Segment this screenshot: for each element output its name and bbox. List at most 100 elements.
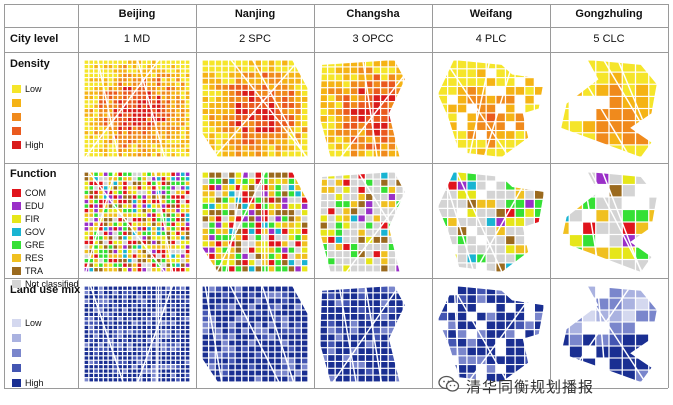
map-block xyxy=(142,208,147,213)
map-block xyxy=(288,210,295,216)
map-block xyxy=(373,320,380,327)
map-block xyxy=(152,338,156,343)
map-block xyxy=(268,178,275,184)
map-block xyxy=(457,139,467,148)
map-block xyxy=(506,104,515,113)
map-block xyxy=(132,199,137,204)
map-block xyxy=(561,298,569,310)
map-block xyxy=(235,370,242,376)
map-block xyxy=(185,153,190,157)
map-block xyxy=(268,286,275,292)
map-block xyxy=(94,308,98,312)
map-block xyxy=(166,135,171,139)
map-block xyxy=(343,265,350,272)
map-block xyxy=(108,356,113,360)
map-block xyxy=(89,153,94,157)
map-block xyxy=(209,370,215,376)
map-block xyxy=(123,153,127,157)
map-block xyxy=(181,254,185,258)
map-block xyxy=(113,73,118,78)
map-block xyxy=(202,346,208,352)
map-block xyxy=(185,87,190,91)
map-block xyxy=(171,186,175,190)
map-block xyxy=(132,304,137,308)
map-block xyxy=(176,286,180,290)
map-block xyxy=(302,139,308,145)
map-block xyxy=(561,210,569,222)
map-block xyxy=(185,100,190,104)
map-block xyxy=(181,325,185,330)
map-block xyxy=(128,213,132,217)
map-block xyxy=(255,172,261,178)
map-block xyxy=(381,236,388,243)
map-block xyxy=(411,123,417,129)
map-road xyxy=(89,286,124,382)
map-block xyxy=(181,268,185,272)
map-block xyxy=(94,139,98,144)
map-block xyxy=(128,60,132,64)
map-block xyxy=(185,330,190,334)
map-block xyxy=(535,148,544,157)
map-block xyxy=(147,334,151,338)
map-block xyxy=(147,378,151,382)
map-block xyxy=(132,258,137,263)
map-block xyxy=(161,325,166,330)
map-block xyxy=(185,78,190,82)
map-block xyxy=(295,145,301,151)
legend-label: High xyxy=(25,377,44,388)
map-block xyxy=(229,197,235,203)
map-block xyxy=(147,91,151,95)
map-road xyxy=(154,172,174,272)
map-graphic xyxy=(84,60,190,157)
map-block xyxy=(209,127,215,133)
map-block xyxy=(132,64,137,69)
map-block xyxy=(147,135,151,139)
map-block xyxy=(166,104,171,108)
map-block xyxy=(84,104,89,108)
map-block xyxy=(448,321,457,330)
map-block xyxy=(636,310,649,322)
map-block xyxy=(288,96,295,102)
map-block xyxy=(108,91,113,95)
map-block xyxy=(596,133,609,145)
map-graphic xyxy=(438,172,544,272)
map-block xyxy=(381,186,388,193)
map-block xyxy=(142,236,147,240)
map-block xyxy=(185,356,190,360)
map-block xyxy=(486,60,496,69)
map-block xyxy=(438,236,447,245)
map-block xyxy=(215,133,222,139)
map-block xyxy=(438,356,447,364)
map-block xyxy=(229,376,235,382)
map-block xyxy=(381,208,388,215)
map-block xyxy=(396,355,403,361)
map-block xyxy=(515,181,525,190)
map-block xyxy=(609,109,622,121)
map-block xyxy=(185,218,190,222)
map-block xyxy=(118,304,122,308)
map-block xyxy=(185,222,190,226)
map-block xyxy=(209,235,215,241)
map-block xyxy=(137,87,142,91)
map-block xyxy=(609,72,622,84)
map-block xyxy=(161,177,166,181)
map-block xyxy=(343,229,350,236)
map-block xyxy=(320,88,327,95)
map-block xyxy=(123,258,127,263)
map-block xyxy=(249,304,255,310)
map-graphic xyxy=(320,172,405,272)
map-block xyxy=(448,208,457,217)
map-block xyxy=(328,307,335,313)
map-block xyxy=(156,64,161,69)
map-block xyxy=(118,190,122,195)
map-block xyxy=(142,304,147,308)
map-block xyxy=(282,178,288,184)
map-block xyxy=(525,95,534,104)
map-block xyxy=(388,102,396,108)
map-block xyxy=(94,231,98,236)
map-block xyxy=(288,358,295,364)
map-block xyxy=(609,210,622,222)
map-block xyxy=(108,139,113,144)
map-block xyxy=(89,104,94,108)
map-block xyxy=(181,87,185,91)
